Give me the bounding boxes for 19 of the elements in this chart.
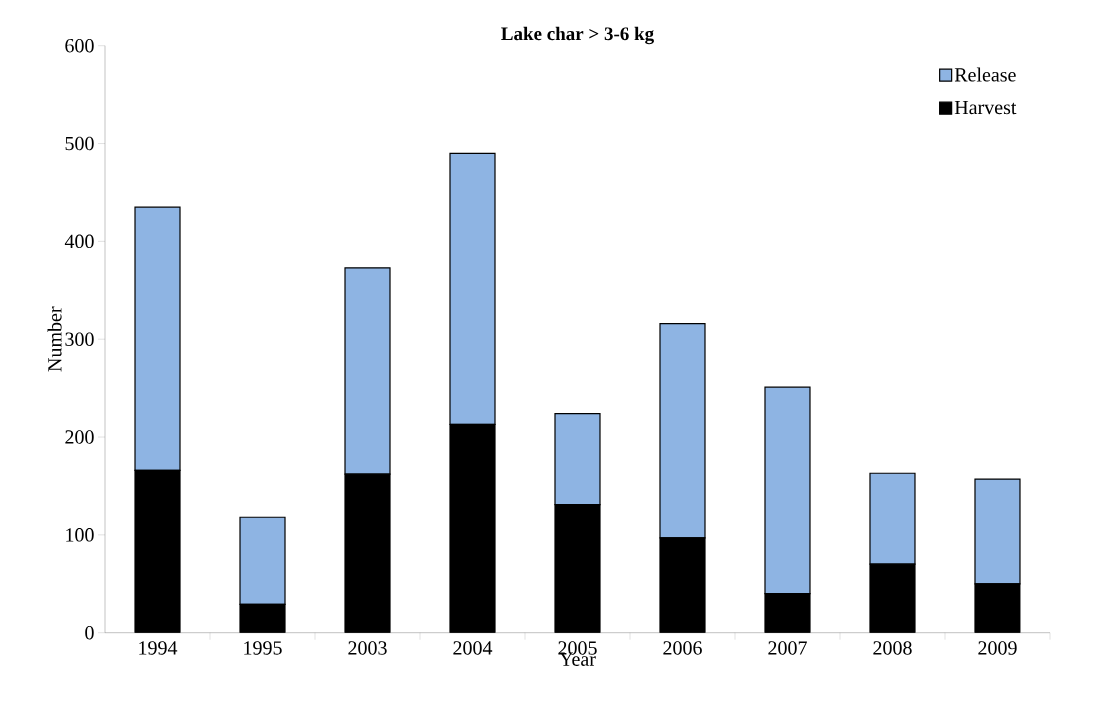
y-tick-label: 400 [64, 234, 94, 249]
x-tick-label: 1994 [139, 641, 178, 655]
x-tick-label: 2008 [873, 641, 912, 655]
y-axis-title: Number [47, 306, 62, 372]
legend-label: Release [954, 67, 1016, 82]
y-tick-label: 100 [66, 528, 94, 542]
x-tick-label: 2007 [768, 641, 807, 655]
x-tick-label: 2009 [978, 641, 1017, 655]
x-tick-label: 1995 [244, 641, 282, 655]
x-tick-label: 2003 [348, 641, 387, 655]
y-tick-label: 0 [85, 625, 94, 640]
y-tick-label: 300 [65, 332, 94, 346]
chart-title: Lake char > 3-6 kg [501, 26, 654, 45]
y-tick-label: 600 [65, 38, 94, 53]
legend-label: Harvest [954, 100, 1017, 115]
y-tick-label: 500 [65, 136, 94, 151]
x-tick-label: 2004 [453, 641, 493, 655]
y-tick-label: 200 [65, 430, 94, 444]
x-tick-label: 2006 [663, 641, 702, 655]
